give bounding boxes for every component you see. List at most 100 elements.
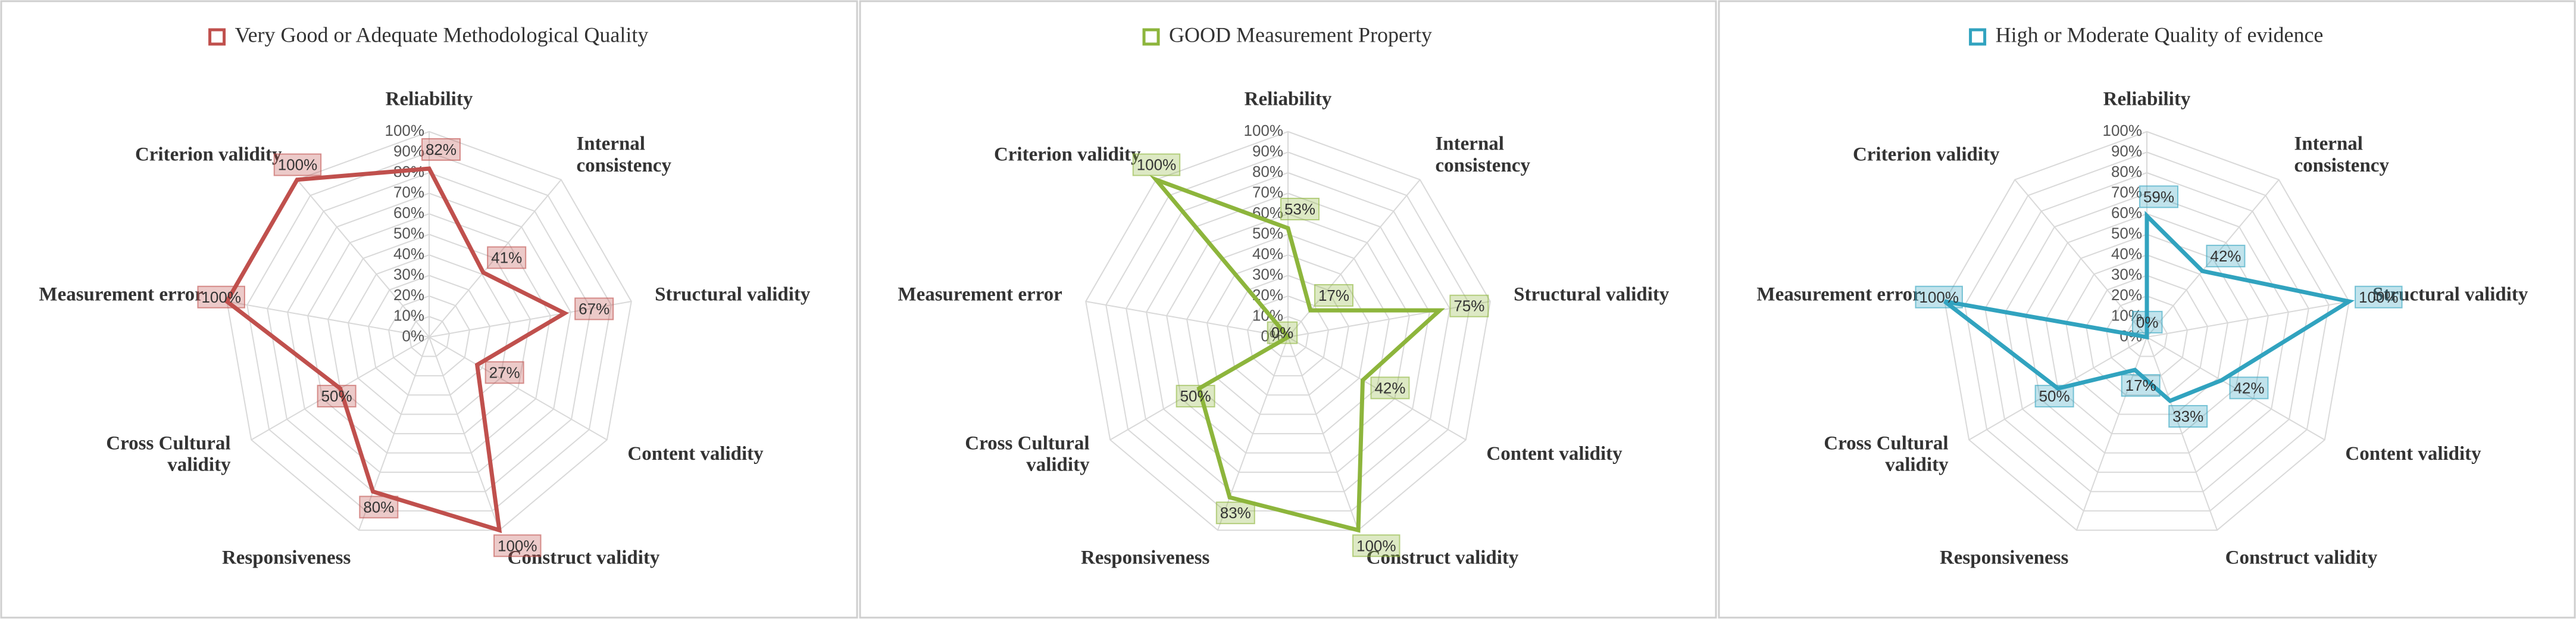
value-label-text: 100% [1356, 537, 1396, 554]
grid-ring [368, 275, 490, 396]
value-label-text: 0% [2136, 313, 2159, 331]
series-line [1149, 175, 1445, 533]
value-label: 100% [197, 285, 245, 309]
value-label: 42% [2206, 244, 2246, 267]
r-tick-label: 70% [393, 183, 424, 201]
r-tick-label: 80% [2111, 163, 2142, 180]
category-label: Cross Cultural validity [106, 432, 231, 475]
legend-swatch [1969, 28, 1987, 46]
value-label-box [487, 246, 527, 269]
spoke [227, 301, 430, 338]
value-label-text: 17% [1318, 286, 1349, 304]
value-label-text: 53% [1284, 200, 1315, 218]
spoke [429, 179, 562, 338]
value-label-box [2168, 405, 2208, 428]
value-label-text: 42% [2210, 247, 2241, 265]
value-label: 17% [1314, 283, 1354, 307]
r-tick-label: 50% [1252, 224, 1283, 242]
value-label: 50% [1176, 385, 1215, 408]
category-label: Measurement error [39, 284, 203, 306]
grid-ring [2125, 316, 2168, 357]
grid-ring [1206, 254, 1370, 415]
r-tick-label: 100% [2103, 121, 2143, 139]
value-label-box [2355, 285, 2403, 309]
series-line [224, 166, 569, 534]
value-label-box [359, 496, 399, 519]
grid-ring [408, 316, 451, 357]
value-label-text: 100% [498, 537, 537, 554]
category-label: Criterion validity [1853, 144, 2000, 165]
value-label: 33% [2168, 405, 2208, 428]
value-label: 82% [421, 138, 461, 161]
grid-ring [2045, 233, 2249, 435]
category-label: Reliability [2103, 89, 2191, 110]
value-label-box [317, 385, 357, 408]
value-label-text: 27% [489, 363, 520, 381]
value-label-box [1215, 501, 1255, 525]
r-tick-label: 60% [2111, 204, 2142, 222]
value-label-text: 59% [2143, 188, 2174, 205]
r-tick-label: 30% [2111, 265, 2142, 283]
spoke [2146, 179, 2280, 338]
value-label-box [2229, 376, 2269, 400]
value-label-text: 17% [2125, 376, 2156, 394]
grid-ring [2106, 295, 2188, 376]
value-label-text: 0% [1271, 324, 1294, 342]
value-label-text: 33% [2172, 407, 2203, 425]
grid-ring [267, 172, 592, 493]
grid-ring [1247, 295, 1329, 376]
value-label-text: 82% [426, 141, 457, 158]
grid-ring [348, 254, 511, 415]
category-label: Reliability [1245, 89, 1332, 110]
grid-ring [1146, 192, 1430, 473]
legend-swatch [208, 28, 226, 46]
value-label-box [1267, 321, 1298, 344]
r-tick-label: 40% [2111, 245, 2142, 263]
category-label: Reliability [386, 89, 473, 110]
value-label-box [484, 361, 524, 384]
r-tick-label: 90% [2111, 142, 2142, 160]
r-tick-label: 30% [393, 265, 424, 283]
grid-ring [1227, 275, 1349, 396]
category-label: Internal consistency [2294, 133, 2389, 176]
value-label: 67% [574, 297, 614, 320]
category-label: Structural validity [2372, 284, 2528, 306]
spoke [2146, 337, 2218, 531]
r-tick-label: 10% [2111, 306, 2142, 324]
value-label-box [1370, 376, 1410, 400]
grid-ring [1944, 130, 2350, 531]
r-tick-label: 100% [1244, 121, 1284, 139]
value-label-text: 100% [278, 156, 318, 174]
grid-ring [1984, 172, 2309, 493]
value-label-text: 50% [2039, 387, 2070, 405]
category-label: Responsiveness [222, 547, 351, 569]
spoke [296, 179, 430, 338]
r-tick-label: 20% [393, 286, 424, 304]
category-label: Responsiveness [1940, 547, 2069, 569]
value-label: 41% [487, 246, 527, 269]
spoke [2146, 301, 2349, 338]
r-tick-label: 30% [1252, 265, 1283, 283]
category-label: Responsiveness [1081, 547, 1210, 569]
value-label-box [2139, 185, 2179, 208]
spoke [429, 301, 632, 338]
grid-ring [388, 295, 470, 376]
value-label: 100% [273, 153, 322, 176]
grid-ring [1267, 316, 1309, 357]
category-label: Structural validity [1514, 284, 1670, 306]
r-tick-label: 10% [393, 306, 424, 324]
r-tick-label: 70% [1252, 183, 1283, 201]
value-label-text: 50% [1180, 387, 1211, 405]
value-label: 75% [1449, 294, 1489, 317]
legend-swatch [1142, 28, 1160, 46]
grid-ring [287, 192, 571, 473]
spoke [1086, 301, 1289, 338]
value-label: 27% [484, 361, 524, 384]
r-tick-label: 90% [1252, 142, 1283, 160]
value-label-text: 100% [201, 288, 241, 306]
legend-label: High or Moderate Quality of evidence [1996, 23, 2324, 46]
category-label: Criterion validity [135, 144, 282, 165]
r-tick-label: 70% [2111, 183, 2142, 201]
value-label: 0% [1267, 321, 1298, 344]
